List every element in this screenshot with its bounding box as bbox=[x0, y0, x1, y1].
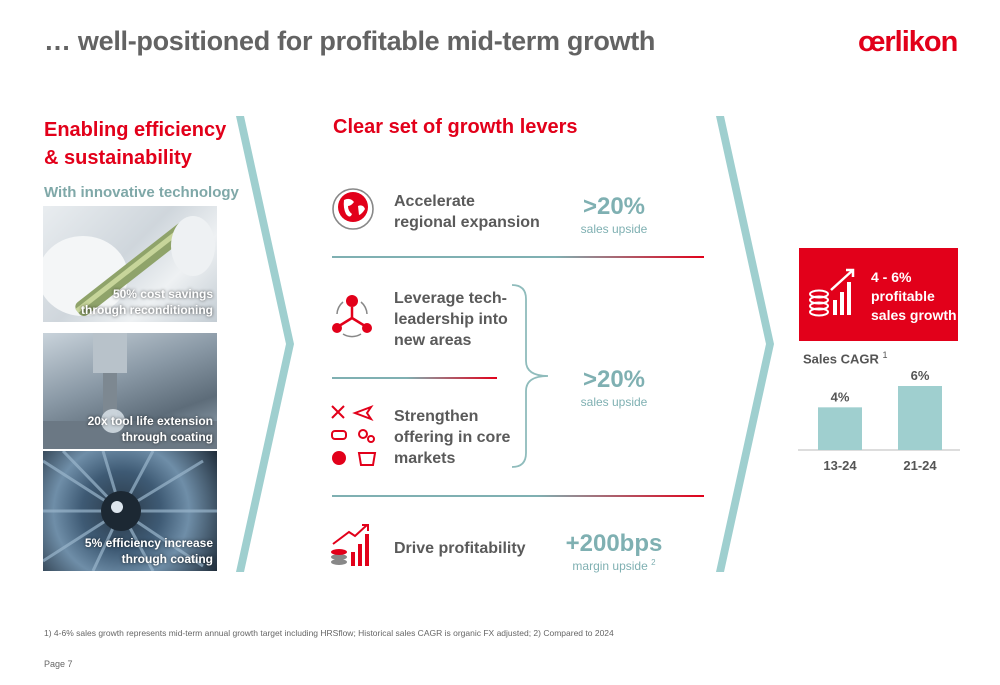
lever-regional-expansion: Accelerate regional expansion bbox=[394, 193, 540, 231]
page-number: Page 7 bbox=[44, 659, 73, 669]
brace-icon bbox=[511, 284, 549, 468]
metric-subtext: sales upside bbox=[580, 395, 648, 409]
globe-icon bbox=[332, 188, 374, 230]
chevron-divider-right bbox=[716, 116, 774, 572]
kpi-box: 4 - 6% profitable sales growth bbox=[799, 248, 958, 341]
turbine-photo: 5% efficiency increase through coating bbox=[43, 451, 217, 571]
metric-subtext: sales upside bbox=[580, 222, 648, 236]
lever-drive-profitability: Drive profitability bbox=[394, 540, 526, 557]
category-label: 21-24 bbox=[903, 458, 937, 473]
photo-caption: 50% cost savings through reconditioning bbox=[81, 287, 213, 317]
bar-value-label: 4% bbox=[831, 389, 850, 404]
photo-caption: 5% efficiency increase through coating bbox=[84, 536, 213, 566]
chart-title: Sales CAGR 1 bbox=[803, 350, 888, 367]
bar-21-24 bbox=[898, 386, 942, 450]
drill-photo: 50% cost savings through reconditioning bbox=[43, 206, 217, 322]
profit-chart-icon bbox=[331, 524, 369, 566]
bar-13-24 bbox=[818, 407, 862, 450]
drill-illustration bbox=[43, 216, 215, 316]
lever-tech-leadership: Leverage tech- leadership into new areas bbox=[394, 290, 508, 349]
page-title: … well-positioned for profitable mid-ter… bbox=[44, 26, 656, 56]
oerlikon-logo: œrlikon bbox=[858, 26, 958, 58]
tool-photo: 20x tool life extension through coating bbox=[43, 333, 217, 449]
lever-core-markets: Strengthen offering in core markets bbox=[394, 408, 511, 467]
metric-subtext: margin upside 2 bbox=[572, 558, 656, 573]
category-label: 13-24 bbox=[823, 458, 857, 473]
photo-caption: 20x tool life extension through coating bbox=[87, 414, 213, 444]
middle-heading: Clear set of growth levers bbox=[333, 116, 578, 138]
footnote: 1) 4-6% sales growth represents mid-term… bbox=[44, 628, 614, 638]
section-divider bbox=[332, 377, 497, 379]
left-subheading: With innovative technology bbox=[44, 184, 239, 201]
left-heading: Enabling efficiency & sustainability bbox=[44, 116, 244, 172]
network-icon bbox=[332, 295, 372, 338]
left-heading-line2: & sustainability bbox=[44, 147, 192, 169]
left-heading-line1: Enabling efficiency bbox=[44, 119, 227, 141]
section-divider bbox=[332, 495, 704, 497]
bar-value-label: 6% bbox=[911, 368, 930, 383]
metric-value: >20% bbox=[582, 366, 646, 393]
chevron-divider-left bbox=[236, 116, 294, 572]
turbine-illustration bbox=[43, 451, 217, 571]
markets-icon bbox=[331, 404, 377, 466]
metric-value: >20% bbox=[582, 193, 646, 220]
kpi-text: 4 - 6% profitable sales growth bbox=[871, 269, 957, 323]
sales-cagr-chart: 4% 13-24 6% 21-24 bbox=[798, 368, 960, 473]
tool-illustration bbox=[43, 333, 217, 449]
growth-icon bbox=[809, 268, 855, 317]
section-divider bbox=[332, 256, 704, 258]
metric-value: +200bps bbox=[565, 530, 663, 557]
